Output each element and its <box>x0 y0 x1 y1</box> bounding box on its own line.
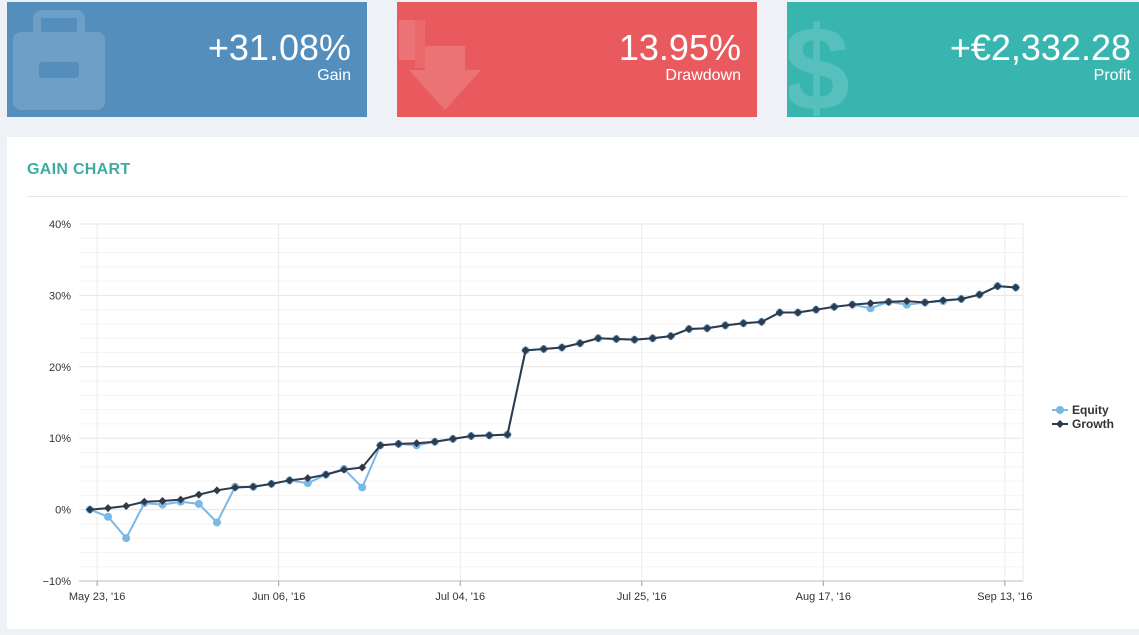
growth-point <box>939 296 948 305</box>
growth-point <box>158 497 167 506</box>
growth-point <box>576 339 585 348</box>
growth-point <box>358 463 367 472</box>
x-tick-label: Jul 04, '16 <box>435 591 485 603</box>
x-tick-label: Sep 13, '16 <box>977 591 1032 603</box>
growth-point <box>612 334 621 343</box>
gain-card: +31.08% Gain <box>7 2 367 117</box>
legend-marker-equity <box>1056 406 1064 414</box>
x-tick-label: Aug 17, '16 <box>796 591 851 603</box>
growth-point <box>793 308 802 317</box>
legend-marker-growth <box>1056 420 1064 428</box>
equity-point <box>104 512 113 521</box>
growth-point <box>430 437 439 446</box>
y-tick-label: 40% <box>49 219 71 231</box>
growth-point <box>1011 283 1020 292</box>
briefcase-icon <box>13 10 105 110</box>
growth-point <box>957 294 966 303</box>
x-tick-label: Jun 06, '16 <box>252 591 305 603</box>
growth-point <box>866 299 875 308</box>
growth-point <box>703 324 712 333</box>
growth-point <box>140 497 149 506</box>
equity-point <box>303 479 312 488</box>
growth-point <box>757 317 766 326</box>
growth-point <box>848 300 857 309</box>
growth-point <box>920 298 929 307</box>
growth-point <box>830 302 839 311</box>
y-tick-label: −10% <box>43 576 72 588</box>
growth-point <box>721 321 730 330</box>
growth-point <box>467 432 476 441</box>
growth-point <box>503 430 512 439</box>
growth-point <box>340 465 349 474</box>
drawdown-label: Drawdown <box>665 67 741 84</box>
growth-point <box>176 495 185 504</box>
growth-point <box>412 439 421 448</box>
profit-label: Profit <box>1093 67 1131 84</box>
y-tick-label: 0% <box>55 505 71 517</box>
growth-point <box>376 441 385 450</box>
growth-point <box>775 308 784 317</box>
x-tick-label: May 23, '16 <box>69 591 126 603</box>
growth-point <box>594 334 603 343</box>
drawdown-card: 13.95% Drawdown <box>397 2 757 117</box>
growth-point <box>212 486 221 495</box>
growth-point <box>448 434 457 443</box>
growth-point <box>666 332 675 341</box>
panel-divider <box>27 196 1127 197</box>
profit-value: +€2,332.28 <box>949 27 1131 68</box>
y-tick-label: 10% <box>49 433 71 445</box>
svg-text:$: $ <box>789 6 850 116</box>
equity-point <box>866 304 875 313</box>
growth-point <box>267 479 276 488</box>
growth-point <box>684 324 693 333</box>
drawdown-value: 13.95% <box>618 27 741 68</box>
gain-label: Gain <box>317 67 351 84</box>
growth-point <box>303 474 312 483</box>
growth-point <box>884 297 893 306</box>
y-tick-label: 20% <box>49 362 71 374</box>
growth-point <box>285 476 294 485</box>
growth-point <box>993 282 1002 291</box>
arrow-down-icon <box>399 20 481 110</box>
growth-point <box>739 319 748 328</box>
growth-point <box>539 344 548 353</box>
equity-point <box>122 534 131 543</box>
equity-point <box>358 483 367 492</box>
growth-point <box>902 297 911 306</box>
growth-point <box>648 334 657 343</box>
legend-label-growth: Growth <box>1072 417 1114 431</box>
growth-point <box>485 431 494 440</box>
growth-point <box>321 470 330 479</box>
growth-point <box>231 483 240 492</box>
gain-chart: −10% 0% 10% 20% 30% 40% May 23, '16 Jun 06, '16… <box>43 219 1114 603</box>
series-line-growth <box>89 285 1016 511</box>
x-tick-label: Jul 25, '16 <box>617 591 667 603</box>
dollar-icon: $ <box>789 6 850 116</box>
equity-point <box>212 518 221 527</box>
growth-point <box>630 335 639 344</box>
equity-point <box>194 499 203 508</box>
growth-point <box>85 505 94 514</box>
gain-value: +31.08% <box>207 27 351 68</box>
growth-point <box>812 305 821 314</box>
y-tick-label: 30% <box>49 290 71 302</box>
growth-point <box>194 490 203 499</box>
growth-point <box>122 502 131 511</box>
growth-point <box>557 343 566 352</box>
growth-point <box>975 290 984 299</box>
growth-point <box>521 346 530 355</box>
growth-point <box>394 439 403 448</box>
growth-point <box>249 482 258 491</box>
legend-label-equity: Equity <box>1072 403 1109 417</box>
gain-chart-panel: GAIN CHART −10% 0% 10% 20% 30% 40% May 23, '16… <box>7 137 1139 629</box>
panel-title: GAIN CHART <box>27 161 131 178</box>
growth-point <box>104 504 113 513</box>
profit-card: $ +€2,332.28 Profit <box>787 2 1139 117</box>
